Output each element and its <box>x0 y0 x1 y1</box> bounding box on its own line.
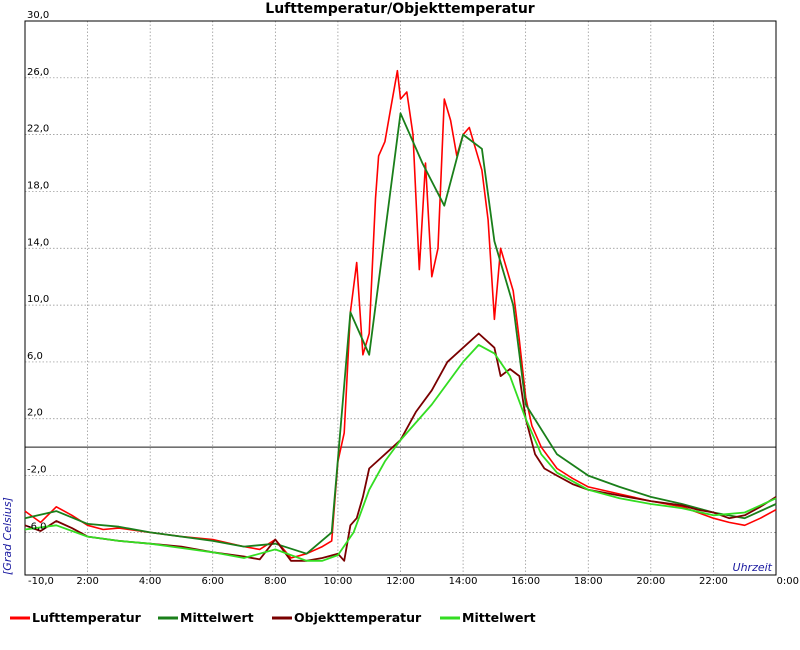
x-tick-label: 8:00 <box>264 576 286 587</box>
x-tick-label: 16:00 <box>511 576 540 587</box>
x-axis-ticks: 2:00 4:00 6:00 8:00 10:00 12:00 14:00 16:00 18:0… <box>76 576 799 587</box>
x-tick-label: 14:00 <box>449 576 478 587</box>
x-tick-label: 12:00 <box>386 576 415 587</box>
chart-title: Lufttemperatur/Objekttemperatur <box>265 1 535 17</box>
x-tick-label: 0:00 <box>777 576 799 587</box>
y-tick-label: 18,0 <box>27 180 49 191</box>
x-tick-label: 2:00 <box>76 576 98 587</box>
series-line-4 <box>24 343 777 562</box>
x-tick-label: 18:00 <box>574 576 603 587</box>
y-axis-title: [Grad Celsius] <box>1 497 14 575</box>
y-tick-label: -6,0 <box>27 521 47 532</box>
x-tick-label: 20:00 <box>636 576 665 587</box>
legend-label: Mittelwert <box>462 610 536 625</box>
y-tick-label-bottom: -10,0 <box>28 576 54 587</box>
legend: Lufttemperatur Mittelwert Objekttemperatur… <box>10 610 536 625</box>
x-tick-label: 6:00 <box>202 576 224 587</box>
x-tick-label: 10:00 <box>324 576 353 587</box>
series-line-1 <box>24 69 777 559</box>
x-axis-title: Uhrzeit <box>733 561 773 574</box>
y-tick-label: 6,0 <box>27 351 43 362</box>
y-tick-label: 26,0 <box>27 67 49 78</box>
y-tick-label: 14,0 <box>27 237 49 248</box>
legend-label: Mittelwert <box>180 610 254 625</box>
legend-label: Lufttemperatur <box>32 610 142 625</box>
y-tick-label: -2,0 <box>27 465 47 476</box>
series-layer <box>24 69 777 562</box>
y-axis-ticks: 30,0 26,0 22,0 18,0 14,0 10,0 6,0 2,0 -2,0 -6,0 <box>27 10 49 532</box>
y-tick-label: 30,0 <box>27 10 49 21</box>
grid <box>25 20 776 575</box>
legend-label: Objekttemperatur <box>294 610 422 625</box>
y-tick-label: 2,0 <box>27 408 43 419</box>
y-tick-label: 10,0 <box>27 294 49 305</box>
x-tick-label: 4:00 <box>139 576 161 587</box>
y-tick-label: 22,0 <box>27 124 49 135</box>
x-tick-label: 22:00 <box>699 576 728 587</box>
plot-frame <box>24 20 777 576</box>
series-line-2 <box>24 112 777 555</box>
